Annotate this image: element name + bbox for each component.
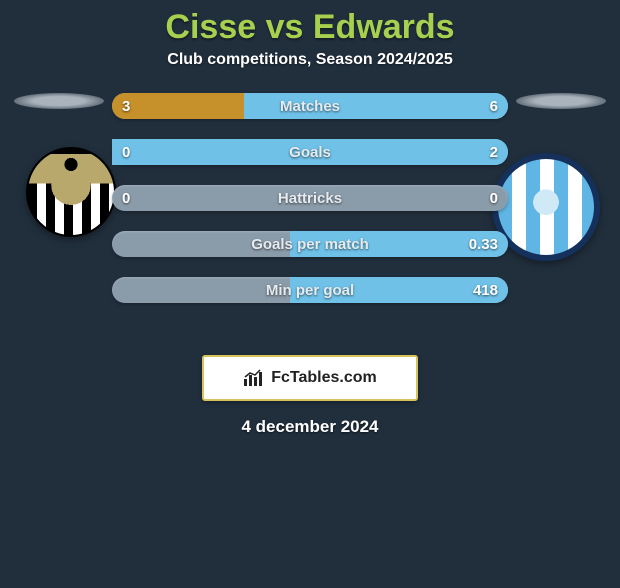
stat-value-a [112, 277, 132, 303]
stat-value-b: 418 [463, 277, 508, 303]
team-b-badge [492, 153, 600, 261]
stat-bar: Min per goal418 [112, 277, 508, 303]
stat-value-b: 2 [480, 139, 508, 165]
stat-label: Hattricks [112, 185, 508, 211]
stat-bar: Goals per match0.33 [112, 231, 508, 257]
team-a-badge [26, 147, 116, 237]
stat-value-a: 0 [112, 185, 140, 211]
stat-value-a: 3 [112, 93, 140, 119]
chart-icon [243, 369, 265, 387]
player-b-name: Edwards [313, 8, 455, 46]
stat-bar: Hattricks0 0 [112, 185, 508, 211]
stat-value-a: 0 [112, 139, 140, 165]
vs-label: vs [266, 8, 304, 46]
stat-label: Goals per match [112, 231, 508, 257]
comparison-title: Cisse vs Edwards [0, 8, 620, 47]
stat-value-b: 6 [480, 93, 508, 119]
season-subtitle: Club competitions, Season 2024/2025 [0, 51, 620, 69]
stat-label: Matches [112, 93, 508, 119]
player-a-silhouette [14, 93, 104, 109]
comparison-main: Matches36Goals02Hattricks00Goals per mat… [0, 93, 620, 343]
stat-value-a [112, 231, 132, 257]
footer-date: 4 december 2024 [0, 417, 620, 437]
stat-bars: Matches36Goals02Hattricks00Goals per mat… [112, 93, 508, 323]
player-a-name: Cisse [165, 8, 256, 46]
player-b-silhouette [516, 93, 606, 109]
stat-label: Goals [112, 139, 508, 165]
stat-label: Min per goal [112, 277, 508, 303]
stat-bar: Goals0 2 [112, 139, 508, 165]
brand-text: FcTables.com [271, 369, 377, 387]
stat-bar: Matches3 6 [112, 93, 508, 119]
stat-value-b: 0 [480, 185, 508, 211]
stat-value-b: 0.33 [459, 231, 508, 257]
brand-box[interactable]: FcTables.com [202, 355, 418, 401]
